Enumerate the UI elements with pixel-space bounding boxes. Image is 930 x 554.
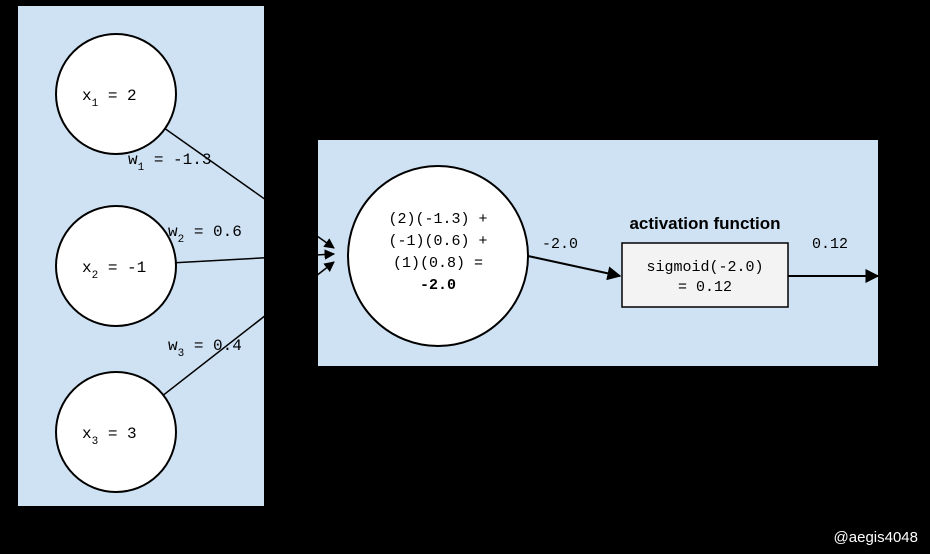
edge-label-output: 0.12	[812, 236, 848, 253]
neuron-calc-line-4: -2.0	[420, 277, 456, 294]
neuron-calc-line-3: (1)(0.8) =	[393, 255, 483, 272]
neuron-calc-line-2: (-1)(0.6) +	[388, 233, 487, 250]
activation-title: activation function	[629, 214, 780, 233]
neuron-calc-line-1: (2)(-1.3) +	[388, 211, 487, 228]
footer-credit: @aegis4048	[834, 529, 918, 546]
edge-label-preactivation: -2.0	[542, 236, 578, 253]
activation-line-2: = 0.12	[678, 279, 732, 296]
activation-line-1: sigmoid(-2.0)	[646, 259, 763, 276]
